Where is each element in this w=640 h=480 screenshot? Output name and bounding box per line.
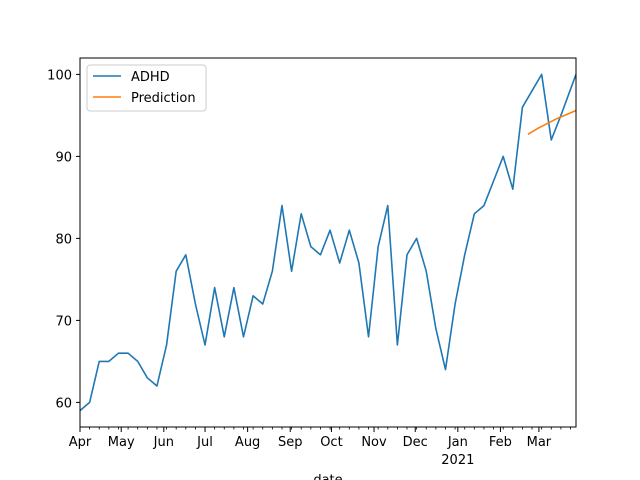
y-tick-label: 60 — [55, 396, 72, 411]
x-tick-label: Dec — [403, 435, 428, 450]
x-axis-title: date — [313, 473, 342, 480]
series-layer — [79, 73, 577, 412]
x-tick-label: Feb — [489, 435, 512, 450]
y-tick-label: 100 — [47, 68, 72, 83]
x-tick-label: Jan — [447, 435, 468, 450]
x-tick-year-label: 2021 — [441, 453, 474, 468]
x-tick-label: Nov — [361, 435, 387, 450]
y-axis-ticks: 60 70 80 90 100 — [47, 68, 80, 411]
x-tick-label: Jun — [153, 435, 174, 450]
series-line-prediction — [527, 109, 577, 135]
series-line-adhd — [79, 73, 577, 412]
x-tick-label: May — [108, 435, 135, 450]
y-tick-label: 90 — [55, 150, 72, 165]
legend-label-adhd: ADHD — [131, 70, 170, 85]
plot-area-frame — [79, 57, 577, 428]
x-tick-label: Jul — [196, 435, 213, 450]
x-tick-label: Oct — [320, 435, 342, 450]
x-tick-label: Aug — [235, 435, 260, 450]
legend-label-prediction: Prediction — [131, 91, 196, 106]
legend: ADHD Prediction — [86, 64, 207, 112]
x-axis-ticks: Apr May Jun Jul Aug Sep Oct Nov Dec Jan 2021 Feb Mar — [69, 427, 571, 468]
x-tick-label: Sep — [278, 435, 303, 450]
x-tick-label: Mar — [527, 435, 552, 450]
y-tick-label: 70 — [55, 314, 72, 329]
y-tick-label: 80 — [55, 232, 72, 247]
x-tick-label: Apr — [69, 435, 92, 450]
